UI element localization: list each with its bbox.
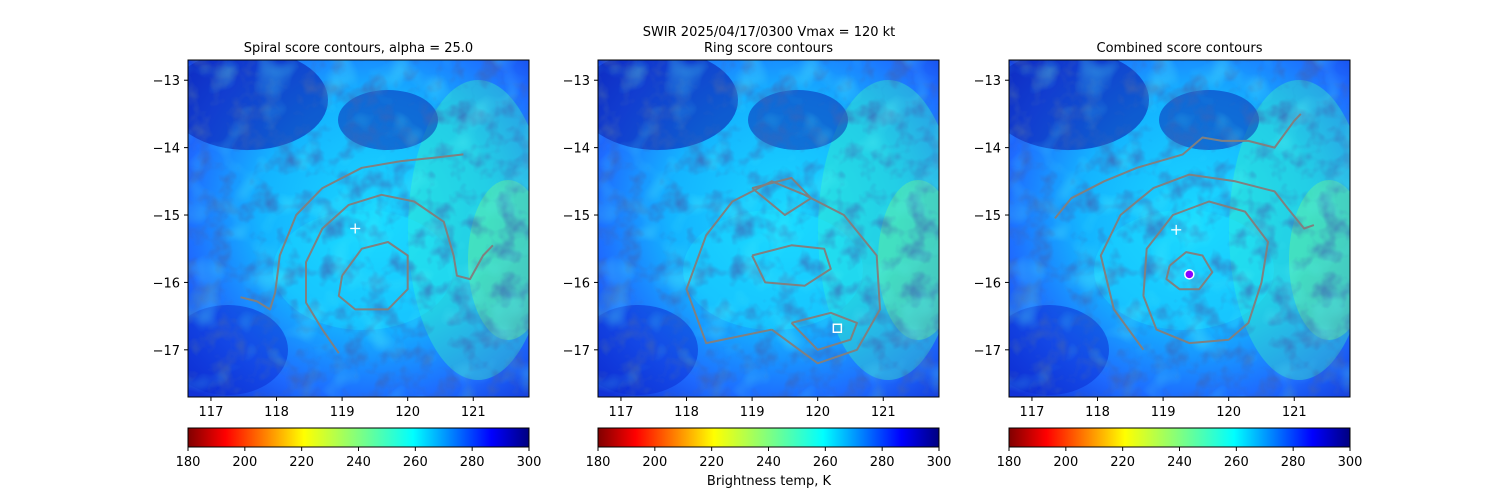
x-tick-label: 119 [330,405,355,420]
colorbar-tick-label: 220 [699,455,724,470]
contour-inner [1165,251,1214,291]
max-combined-marker [1184,269,1195,280]
colorbar: 180 200 220 240 260 280 300 [176,427,542,470]
colorbar-tick-label: 280 [460,455,485,470]
colorbar-tick-label: 220 [289,455,314,470]
y-tick-label: −15 [974,209,1001,224]
brightness-image [578,50,958,397]
x-tick-label: 121 [1282,405,1307,420]
colorbar-tick-label: 240 [756,455,781,470]
y-tick-label: −17 [153,344,180,359]
contour-outer-2 [1099,173,1315,351]
center-marker [350,223,361,234]
contour-patch-b [790,311,858,351]
colorbar-label: Brightness temp, K [707,474,832,489]
center-marker [1171,224,1182,235]
x-tick-label: 119 [740,405,765,420]
contour-patch-c [751,176,813,216]
axes-frame [187,59,530,398]
panel-title: Combined score contours [1097,41,1263,56]
figure-suptitle: SWIR 2025/04/17/0300 Vmax = 120 kt [643,25,896,40]
y-tick-label: −16 [563,276,590,291]
panel-title: Spiral score contours, alpha = 25.0 [244,41,473,56]
contour-outer [1054,113,1302,220]
x-tick-label: 118 [1085,405,1110,420]
colorbar-tick-label: 200 [232,455,257,470]
y-tick-label: −13 [563,74,590,89]
x-tick-label: 121 [461,405,486,420]
panel-1: Spiral score contours, alpha = 25.0 117 11… [153,41,548,470]
colorbar-scale [597,427,940,448]
colorbar-tick-label: 200 [642,455,667,470]
panels: Spiral score contours, alpha = 25.0 117 11… [153,41,1369,470]
axes-frame [1008,59,1351,398]
colorbar: 180 200 220 240 260 280 300 [997,427,1363,470]
brightness-image [168,50,548,397]
colorbar-tick-label: 180 [586,455,611,470]
colorbar-scale [187,427,530,448]
colorbar: 180 200 220 240 260 280 300 [586,427,952,470]
panel-3: Combined score contours 117 118 119 120 121 −1… [974,41,1369,470]
y-tick-label: −17 [974,344,1001,359]
colorbar-tick-label: 300 [927,455,952,470]
colorbar-tick-label: 300 [517,455,542,470]
y-tick-label: −15 [153,209,180,224]
colorbar-tick-label: 240 [346,455,371,470]
colorbar-tick-label: 180 [176,455,201,470]
colorbar-scale [1008,427,1351,448]
colorbar-tick-label: 180 [997,455,1022,470]
contour-outer [240,153,464,311]
panel-2: Ring score contours 117 118 119 120 121 −13 −14… [563,41,958,470]
colorbar-tick-label: 260 [813,455,838,470]
x-tick-label: 118 [674,405,699,420]
y-tick-label: −14 [153,142,180,157]
colorbar-tick-label: 220 [1110,455,1135,470]
colorbar-tick-label: 240 [1167,455,1192,470]
y-tick-label: −15 [563,209,590,224]
colorbar-tick-label: 200 [1053,455,1078,470]
x-tick-label: 117 [1020,405,1045,420]
x-tick-label: 120 [1216,405,1241,420]
contour-middle [305,193,494,354]
axes-frame [597,59,940,398]
y-tick-label: −16 [153,276,180,291]
max-ring-marker [832,323,843,334]
colorbar-tick-label: 260 [1224,455,1249,470]
x-tick-label: 118 [264,405,289,420]
x-tick-label: 121 [871,405,896,420]
colorbar-tick-label: 280 [870,455,895,470]
y-tick-label: −14 [563,142,590,157]
x-tick-label: 117 [199,405,224,420]
contour-patch-a [751,244,832,287]
y-tick-label: −16 [974,276,1001,291]
panel-title: Ring score contours [704,41,833,56]
colorbar-tick-label: 260 [403,455,428,470]
y-tick-label: −13 [974,74,1001,89]
brightness-image [989,50,1369,397]
contour-outer [685,180,881,365]
y-tick-label: −13 [153,74,180,89]
x-tick-label: 120 [395,405,420,420]
contour-inner [337,241,409,311]
y-tick-label: −17 [563,344,590,359]
x-tick-label: 119 [1151,405,1176,420]
colorbar-tick-label: 300 [1338,455,1363,470]
x-tick-label: 120 [805,405,830,420]
y-tick-label: −14 [974,142,1001,157]
x-tick-label: 117 [609,405,634,420]
contour-middle [1142,200,1269,345]
colorbar-tick-label: 280 [1281,455,1306,470]
